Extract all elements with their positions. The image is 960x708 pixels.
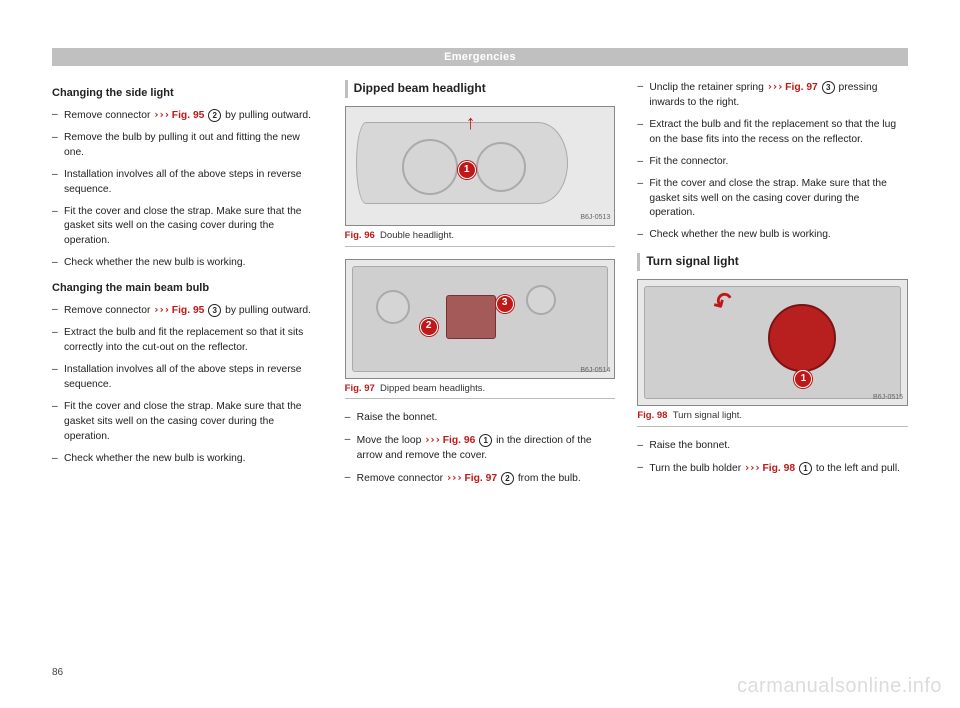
reference-circle-icon: 1 bbox=[799, 462, 812, 475]
procedure-step: Extract the bulb and fit the replacement… bbox=[52, 326, 323, 356]
callout-2-icon: 2 bbox=[420, 318, 438, 336]
figure-97-label: Fig. 97 bbox=[345, 383, 375, 394]
column-1: Changing the side light Remove connector… bbox=[52, 80, 323, 497]
section-turn-wrap: Turn signal light bbox=[637, 253, 908, 271]
dipped-steps-cont: Unclip the retainer spring ››› Fig. 97 3… bbox=[637, 80, 908, 243]
fig-chevron-icon: ››› bbox=[153, 109, 169, 121]
procedure-step: Check whether the new bulb is working. bbox=[637, 228, 908, 243]
procedure-step: Raise the bonnet. bbox=[345, 411, 616, 426]
main-beam-steps: Remove connector ››› Fig. 95 3 by pullin… bbox=[52, 303, 323, 466]
reference-circle-icon: 3 bbox=[208, 304, 221, 317]
reference-circle-icon: 2 bbox=[501, 472, 514, 485]
fig-chevron-icon: ››› bbox=[153, 304, 169, 316]
procedure-step: Remove connector ››› Fig. 95 2 by pullin… bbox=[52, 108, 323, 124]
fig-chevron-icon: ››› bbox=[446, 472, 462, 484]
procedure-step: Move the loop ››› Fig. 96 1 in the direc… bbox=[345, 433, 616, 464]
figure-reference: Fig. 97 bbox=[464, 473, 497, 484]
section-dipped-title: Dipped beam headlight bbox=[354, 81, 486, 95]
fig-chevron-icon: ››› bbox=[744, 462, 760, 474]
figure-reference: Fig. 95 bbox=[172, 110, 205, 121]
reference-circle-icon: 3 bbox=[822, 81, 835, 94]
figure-96-text: Double headlight. bbox=[380, 230, 454, 241]
procedure-step: Remove the bulb by pulling it out and fi… bbox=[52, 131, 323, 161]
procedure-step: Installation involves all of the above s… bbox=[52, 363, 323, 393]
section-turn-title: Turn signal light bbox=[646, 254, 738, 268]
watermark: carmanualsonline.info bbox=[737, 675, 942, 698]
figure-98-code: B6J-0515 bbox=[873, 393, 903, 403]
reference-circle-icon: 1 bbox=[479, 434, 492, 447]
heading-main-beam: Changing the main beam bulb bbox=[52, 281, 323, 297]
procedure-step: Fit the cover and close the strap. Make … bbox=[637, 177, 908, 222]
figure-reference: Fig. 98 bbox=[762, 463, 795, 474]
fig-chevron-icon: ››› bbox=[767, 81, 783, 93]
procedure-step: Check whether the new bulb is working. bbox=[52, 256, 323, 271]
figure-97-text: Dipped beam headlights. bbox=[380, 383, 485, 394]
heading-side-light: Changing the side light bbox=[52, 86, 323, 102]
fig-chevron-icon: ››› bbox=[424, 434, 440, 446]
procedure-step: Raise the bonnet. bbox=[637, 439, 908, 454]
procedure-step: Fit the cover and close the strap. Make … bbox=[52, 205, 323, 250]
figure-96-label: Fig. 96 bbox=[345, 230, 375, 241]
callout-1-icon: 1 bbox=[458, 161, 476, 179]
column-3: Unclip the retainer spring ››› Fig. 97 3… bbox=[637, 80, 908, 497]
figure-96-code: B6J-0513 bbox=[580, 213, 610, 223]
procedure-step: Fit the cover and close the strap. Make … bbox=[52, 400, 323, 445]
figure-98-label: Fig. 98 bbox=[637, 410, 667, 421]
figure-98-caption: Fig. 98 Turn signal light. bbox=[637, 409, 908, 427]
dipped-steps: Raise the bonnet. Move the loop ››› Fig. … bbox=[345, 411, 616, 487]
content-columns: Changing the side light Remove connector… bbox=[52, 80, 908, 497]
turn-signal-steps: Raise the bonnet. Turn the bulb holder ››… bbox=[637, 439, 908, 477]
callout-3-icon: 3 bbox=[496, 295, 514, 313]
figure-97-code: B6J-0514 bbox=[580, 366, 610, 376]
figure-97-caption: Fig. 97 Dipped beam headlights. bbox=[345, 382, 616, 400]
section-dipped-wrap: Dipped beam headlight bbox=[345, 80, 616, 98]
manual-page: Emergencies Changing the side light Remo… bbox=[0, 0, 960, 708]
page-header: Emergencies bbox=[52, 48, 908, 66]
procedure-step: Turn the bulb holder ››› Fig. 98 1 to th… bbox=[637, 461, 908, 477]
procedure-step: Extract the bulb and fit the replacement… bbox=[637, 118, 908, 148]
figure-97: 2 3 B6J-0514 bbox=[345, 259, 616, 379]
procedure-step: Check whether the new bulb is working. bbox=[52, 452, 323, 467]
figure-96-caption: Fig. 96 Double headlight. bbox=[345, 229, 616, 247]
procedure-step: Remove connector ››› Fig. 97 2 from the … bbox=[345, 471, 616, 487]
column-2: Dipped beam headlight ↑ 1 B6J-0513 Fig. … bbox=[345, 80, 616, 497]
procedure-step: Unclip the retainer spring ››› Fig. 97 3… bbox=[637, 80, 908, 111]
figure-98-text: Turn signal light. bbox=[673, 410, 742, 421]
figure-reference: Fig. 97 bbox=[785, 82, 818, 93]
procedure-step: Remove connector ››› Fig. 95 3 by pullin… bbox=[52, 303, 323, 319]
figure-reference: Fig. 95 bbox=[172, 305, 205, 316]
side-light-steps: Remove connector ››› Fig. 95 2 by pullin… bbox=[52, 108, 323, 271]
figure-96: ↑ 1 B6J-0513 bbox=[345, 106, 616, 226]
figure-reference: Fig. 96 bbox=[443, 435, 476, 446]
figure-98: ↶ 1 B6J-0515 bbox=[637, 279, 908, 406]
page-number: 86 bbox=[52, 667, 63, 678]
arrow-up-icon: ↑ bbox=[466, 109, 476, 138]
reference-circle-icon: 2 bbox=[208, 109, 221, 122]
procedure-step: Installation involves all of the above s… bbox=[52, 168, 323, 198]
procedure-step: Fit the connector. bbox=[637, 155, 908, 170]
